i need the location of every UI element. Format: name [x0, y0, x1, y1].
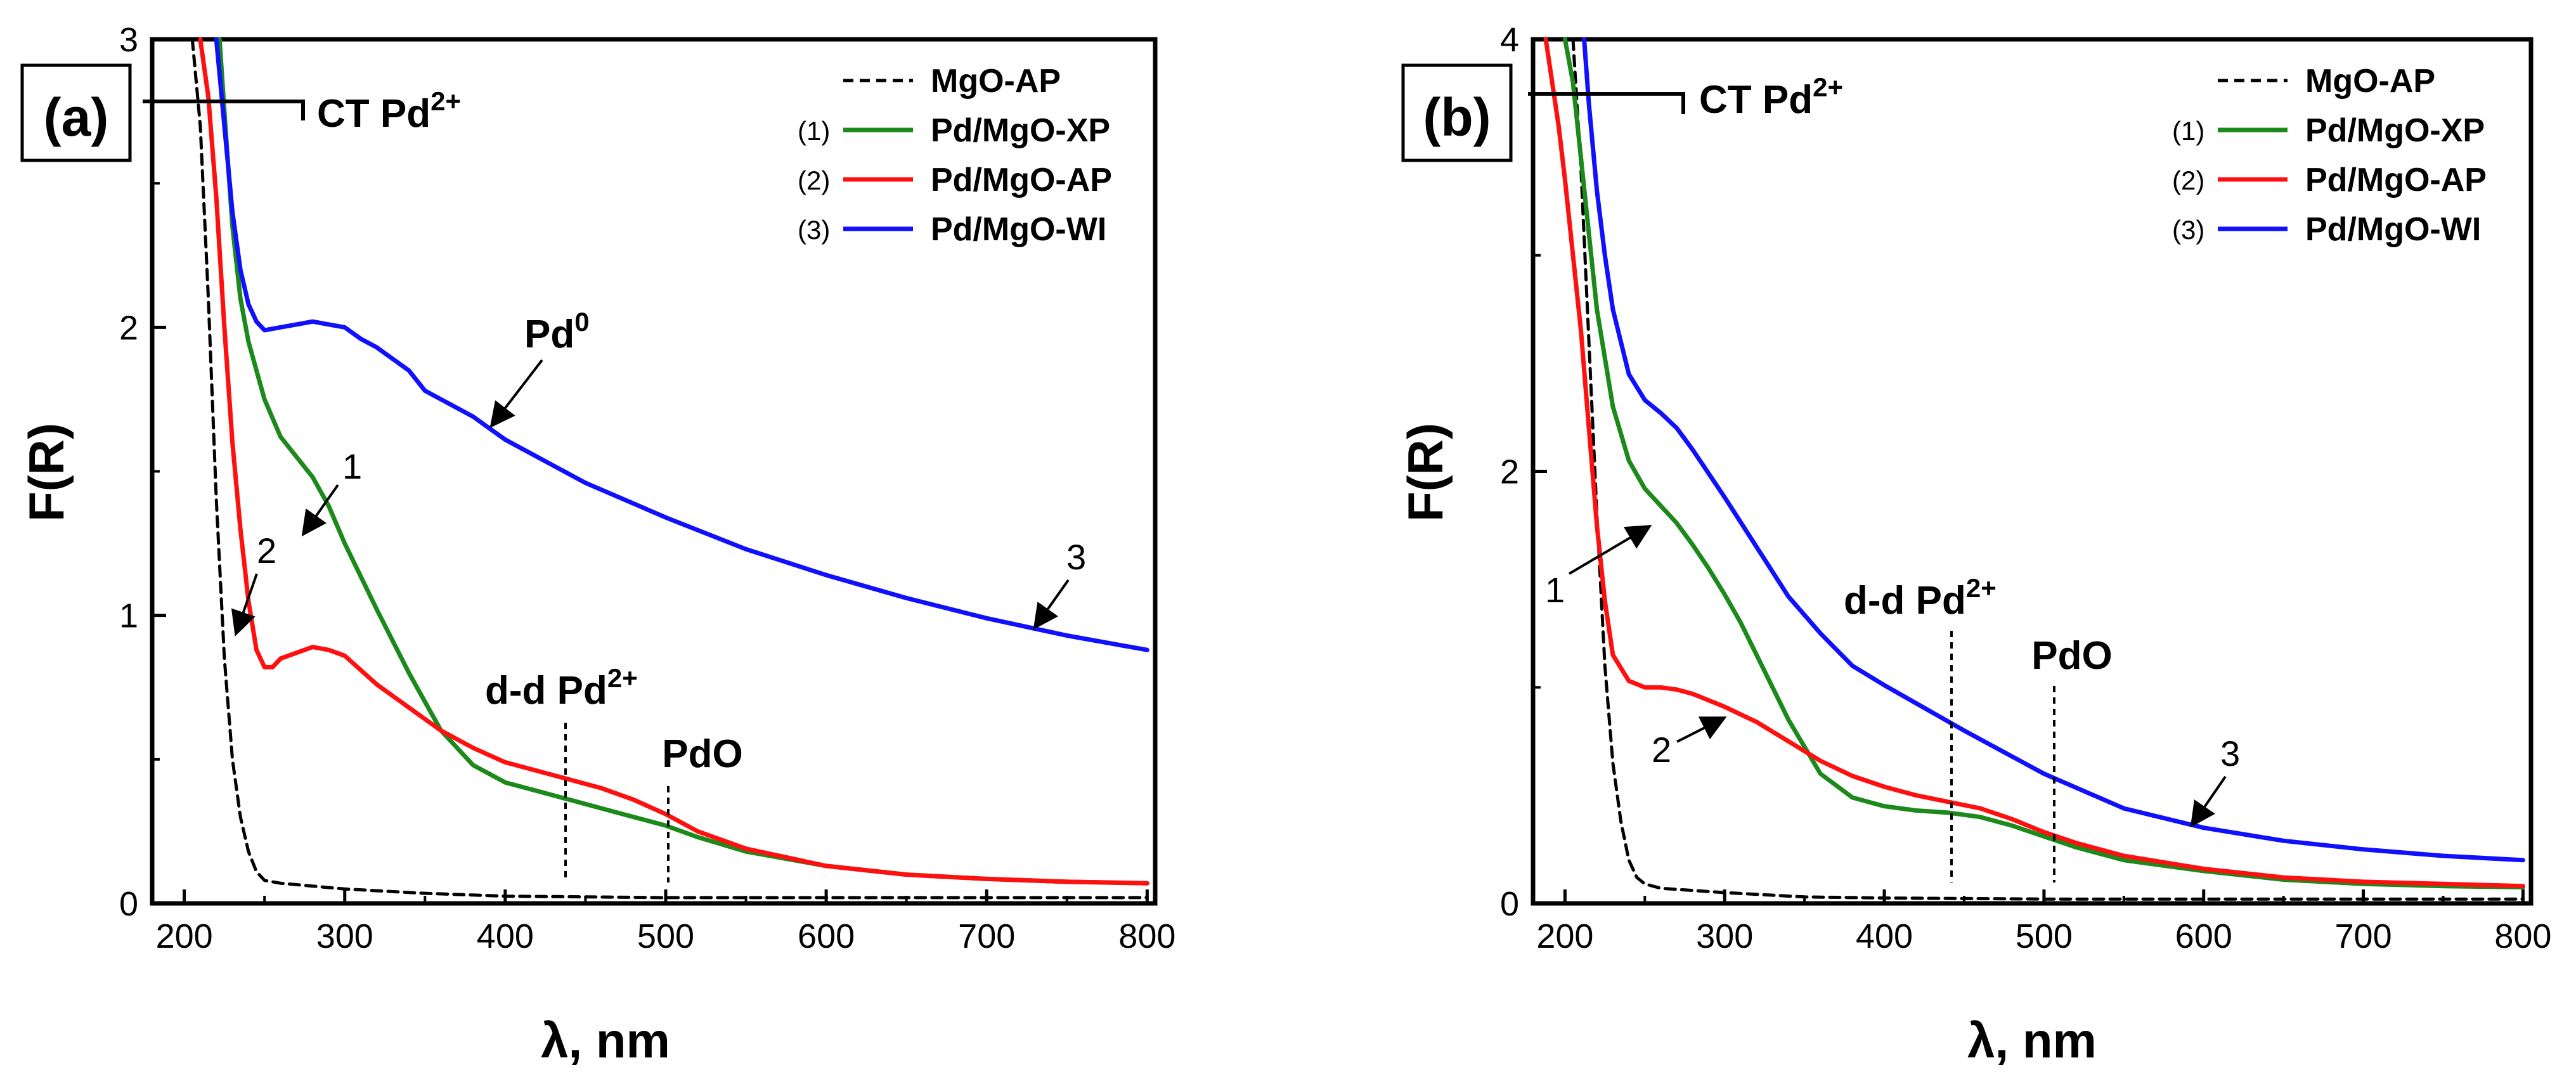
panel-b-ct-label: CT Pd2+ — [1699, 72, 1843, 122]
panel-a-legend-name-xp: Pd/MgO-XP — [931, 112, 1110, 149]
panel-a-curve-3-number: 3 — [1066, 537, 1086, 577]
panel-b-xlabel: λ, nm — [1967, 1012, 2097, 1068]
panel-a-curve-1-number: 1 — [342, 446, 362, 486]
panel-a-ytick-label-3: 3 — [119, 21, 138, 59]
panel-a-curve-2-arrow — [231, 573, 258, 636]
panel-b-legend-name-mgo-ap: MgO-AP — [2305, 63, 2435, 100]
panel-b-series-mgo-ap — [1571, 37, 2525, 901]
panel-b-xtick-label-400: 400 — [1856, 917, 1913, 955]
panel-b-ct-bracket — [1528, 92, 1685, 114]
panel-b-ytick-label-2: 2 — [1500, 453, 1519, 491]
panel-a-ytick-label-2: 2 — [119, 309, 138, 347]
panel-b-xtick-label-200: 200 — [1536, 917, 1593, 955]
panel-a-legend-index-2: (2) — [798, 165, 830, 195]
panel-b-series — [1543, 37, 2525, 901]
panel-a-legend-name-mgo-ap: MgO-AP — [931, 63, 1061, 100]
panel-b-legend-name-ap: Pd/MgO-AP — [2305, 162, 2487, 198]
panel-b-legend-name-wi: Pd/MgO-WI — [2305, 211, 2481, 248]
panel-b-xtick-label-700: 700 — [2335, 917, 2392, 955]
panel-a-pd0-arrow — [489, 359, 543, 429]
panel-b-series-pd-mgo-ap — [1543, 37, 2525, 889]
panel-b-legend-index-1: (1) — [2172, 116, 2204, 146]
panel-a-xlabel: λ, nm — [541, 1012, 670, 1068]
panel-b-legend-name-xp: Pd/MgO-XP — [2305, 112, 2485, 149]
panel-a-xtick-label-200: 200 — [156, 917, 213, 955]
panel-a-xtick-label-500: 500 — [637, 917, 694, 955]
panel-a-ct-label: CT Pd2+ — [317, 86, 461, 136]
panel-b-legend: MgO-AP (1) Pd/MgO-XP (2) Pd/MgO-AP (3) P… — [2172, 63, 2487, 248]
panel-a-xtick-label-800: 800 — [1118, 917, 1175, 955]
panel-a-legend-index-1: (1) — [798, 116, 830, 146]
panel-a-curve-3-arrow — [1033, 579, 1070, 630]
panel-a-series — [190, 37, 1149, 900]
panel-a-label-box — [20, 63, 132, 162]
panel-b-curve-1-arrow — [1568, 524, 1652, 575]
panel-b-series-pd-mgo-wi — [1582, 37, 2525, 863]
panel-a-dd-label: d-d Pd2+ — [485, 663, 638, 713]
panel-b-curve-2-arrow — [1676, 716, 1727, 743]
panel-a-pd0-label: Pd0 — [524, 307, 590, 356]
panel-a-pdo-label: PdO — [662, 732, 742, 776]
panel-b-legend-index-3: (3) — [2172, 215, 2204, 245]
panel-a-ticks: 200 300 400 500 600 700 800 0 1 2 3 — [119, 21, 1175, 955]
panel-b-ticks: 200 300 400 500 600 700 800 0 2 4 — [1500, 21, 2552, 955]
panel-b-xtick-label-300: 300 — [1696, 917, 1753, 955]
panel-a-legend-name-wi: Pd/MgO-WI — [931, 211, 1106, 248]
panel-b-xtick-label-600: 600 — [2175, 917, 2232, 955]
panel-a-ytick-label-0: 0 — [119, 885, 138, 923]
panel-a-label: (a) — [44, 87, 109, 147]
panel-b-curve-3-arrow — [2190, 775, 2227, 828]
panel-b-ytick-label-0: 0 — [1500, 885, 1519, 923]
panel-a-legend: MgO-AP (1) Pd/MgO-XP (2) Pd/MgO-AP (3) P… — [798, 63, 1112, 248]
panel-b-curve-1-number: 1 — [1545, 570, 1565, 610]
panel-a-xtick-label-400: 400 — [477, 917, 534, 955]
panel-b-curve-2-number: 2 — [1652, 730, 1671, 770]
panel-b-legend-index-2: (2) — [2172, 165, 2204, 195]
panel-a: 200 300 400 500 600 700 800 0 1 2 3 (a) F(R) λ, nm… — [18, 21, 1175, 1068]
panel-a-series-mgo-ap — [190, 37, 1149, 900]
panel-a-series-pd-mgo-wi — [214, 37, 1149, 652]
panel-b-ytick-label-4: 4 — [1500, 21, 1519, 59]
panel-b-ylabel: F(R) — [1397, 423, 1453, 522]
panel-a-legend-index-3: (3) — [798, 215, 830, 245]
panel-b-pdo-label: PdO — [2031, 634, 2112, 678]
panel-b-series-pd-mgo-xp — [1562, 37, 2525, 889]
panel-b-label: (b) — [1423, 87, 1491, 147]
panel-a-curve-2-number: 2 — [257, 531, 276, 571]
panel-a-series-pd-mgo-ap — [198, 37, 1149, 886]
panel-b-dd-label: d-d Pd2+ — [1844, 573, 1997, 623]
panel-a-ytick-label-1: 1 — [119, 597, 138, 635]
panel-a-ct-bracket — [143, 100, 305, 120]
panel-a-curve-1-arrow — [301, 484, 339, 537]
panel-b-label-box — [1401, 63, 1513, 162]
panel-b-xtick-label-500: 500 — [2016, 917, 2073, 955]
panel-a-xtick-label-300: 300 — [316, 917, 373, 955]
panel-b-xtick-label-800: 800 — [2494, 917, 2551, 955]
panel-b-curve-3-number: 3 — [2220, 733, 2240, 773]
panel-a-xtick-label-700: 700 — [958, 917, 1015, 955]
panel-a-xtick-label-600: 600 — [798, 917, 855, 955]
panel-a-ylabel: F(R) — [18, 423, 74, 522]
panel-a-legend-name-ap: Pd/MgO-AP — [931, 162, 1112, 198]
